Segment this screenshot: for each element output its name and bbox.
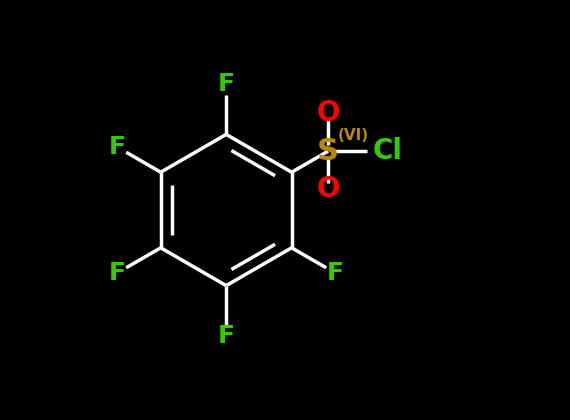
Text: S: S <box>317 136 339 166</box>
Text: O: O <box>316 175 340 203</box>
Text: O: O <box>316 100 340 127</box>
Text: (VI): (VI) <box>337 128 368 143</box>
Text: F: F <box>327 261 344 285</box>
Text: Cl: Cl <box>372 137 402 165</box>
Text: F: F <box>108 261 125 285</box>
Text: F: F <box>218 72 235 96</box>
Text: F: F <box>108 135 125 159</box>
Text: F: F <box>218 324 235 348</box>
